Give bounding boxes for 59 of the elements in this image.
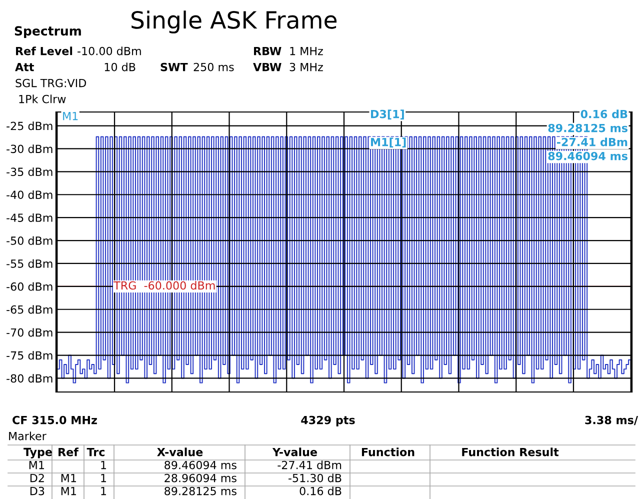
text: Y-value [272,448,317,456]
annotation: -27.41 dBm [556,138,628,146]
text: CF 315.0 MHz [12,416,97,424]
y-tick-label: -30 dBm [6,144,52,154]
text: D2 [30,474,44,482]
text: SWT [160,62,188,72]
y-tick-label: -45 dBm [6,213,52,222]
text: 10 dB [104,62,136,72]
y-tick-label: -50 dBm [6,236,52,245]
annotation: 89.46094 ms [548,152,628,160]
text: 89.46094 ms [164,460,236,470]
annotation: M1[1] [371,138,406,148]
text: RBW [254,46,282,56]
y-tick-label: -55 dBm [6,259,52,268]
text: 1 [101,460,106,470]
text: 1 [101,486,106,496]
y-tick-label: -25 dBm [6,122,52,130]
text: M1 [61,486,76,496]
y-tick-label: -75 dBm [6,351,52,360]
y-tick-label: -65 dBm [6,305,52,314]
text: D3 [30,486,44,496]
text: Function [362,448,414,456]
annotation: 0.16 dB [580,110,628,118]
text: Ref [58,448,79,456]
text: M1 [29,460,44,470]
y-tick-label: -80 dBm [6,374,52,383]
chart-title: Single ASK Frame [132,10,337,34]
text: -10.00 dBm [78,46,141,56]
y-tick-label: -70 dBm [6,328,52,337]
text: 3.38 ms/ [585,416,638,426]
text: 1 MHz [290,46,323,56]
text: 1 [101,474,106,482]
text: Ref Level [16,46,72,56]
text: VBW [253,62,282,72]
y-tick-label: -60 dBm [6,282,52,291]
text: Trc [86,448,104,456]
y-tick-label: -40 dBm [6,190,52,199]
text: Spectrum [14,26,81,38]
text: 3 MHz [290,62,323,72]
text: Type [24,448,52,458]
text: Marker [9,432,46,440]
annotation: M1 [63,112,78,120]
text: 28.96094 ms [164,474,236,482]
ref-line-label: TRG -60.000 dBm [114,281,215,290]
text: 4329 pts [301,416,355,426]
text: 89.28125 ms [164,486,236,496]
text: 1Pk Clrw [19,94,66,104]
text: M1 [61,474,76,482]
annotation: D3[1] [371,110,404,120]
annotation: 89.28125 ms [548,124,628,132]
text: Att [15,62,34,72]
y-tick-label: -35 dBm [6,167,52,176]
text: X-value [157,448,203,456]
text: SGL TRG:VID [16,78,86,88]
text: Function Result [462,448,559,456]
text: -27.41 dBm [278,460,342,470]
text: 0.16 dB [300,486,342,496]
text: 250 ms [194,62,234,72]
text: -51.30 dB [288,474,342,482]
